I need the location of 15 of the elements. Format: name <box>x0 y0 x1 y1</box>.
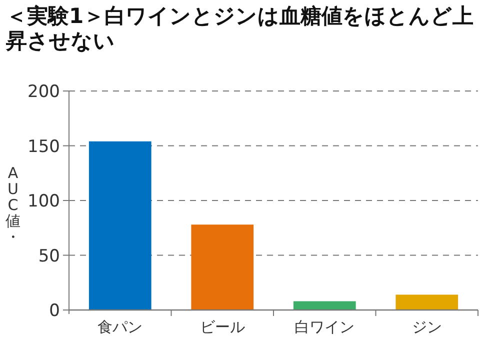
bar <box>293 301 356 310</box>
x-tick-label: ジン <box>412 318 442 336</box>
bar <box>396 294 458 310</box>
x-tick-label: 白ワイン <box>294 318 355 336</box>
bar <box>88 141 152 310</box>
y-tick-label: 200 <box>28 82 60 102</box>
chart-title: ＜実験1＞白ワインとジンは血糖値をほとんど上昇させない <box>6 4 475 54</box>
y-tick-label: 150 <box>28 136 60 157</box>
x-tick-label: 食パン <box>98 318 143 336</box>
x-tick-label: ビール <box>200 318 245 336</box>
y-tick-label: 100 <box>28 192 60 212</box>
bar <box>191 224 254 310</box>
y-tick-label: 0 <box>49 301 60 321</box>
y-tick-label: 50 <box>38 246 60 266</box>
y-axis-title: AUC値・ <box>6 164 20 246</box>
